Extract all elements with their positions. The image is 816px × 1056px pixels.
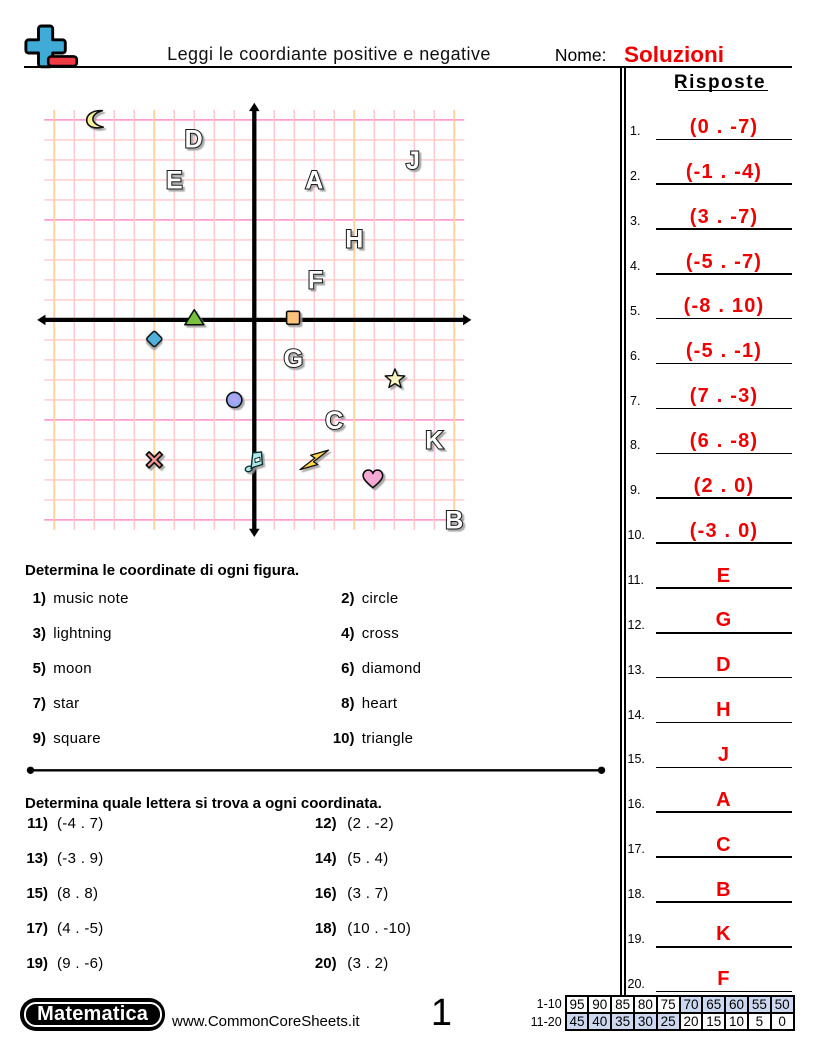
svg-text:C: C <box>325 407 343 435</box>
svg-text:B: B <box>445 507 463 535</box>
svg-text:E: E <box>166 167 183 195</box>
svg-text:A: A <box>305 167 323 195</box>
svg-text:G: G <box>284 345 303 373</box>
svg-text:D: D <box>185 126 203 154</box>
svg-text:J: J <box>406 147 420 175</box>
svg-text:H: H <box>345 226 363 254</box>
svg-text:K: K <box>425 427 443 455</box>
svg-text:F: F <box>308 266 323 294</box>
